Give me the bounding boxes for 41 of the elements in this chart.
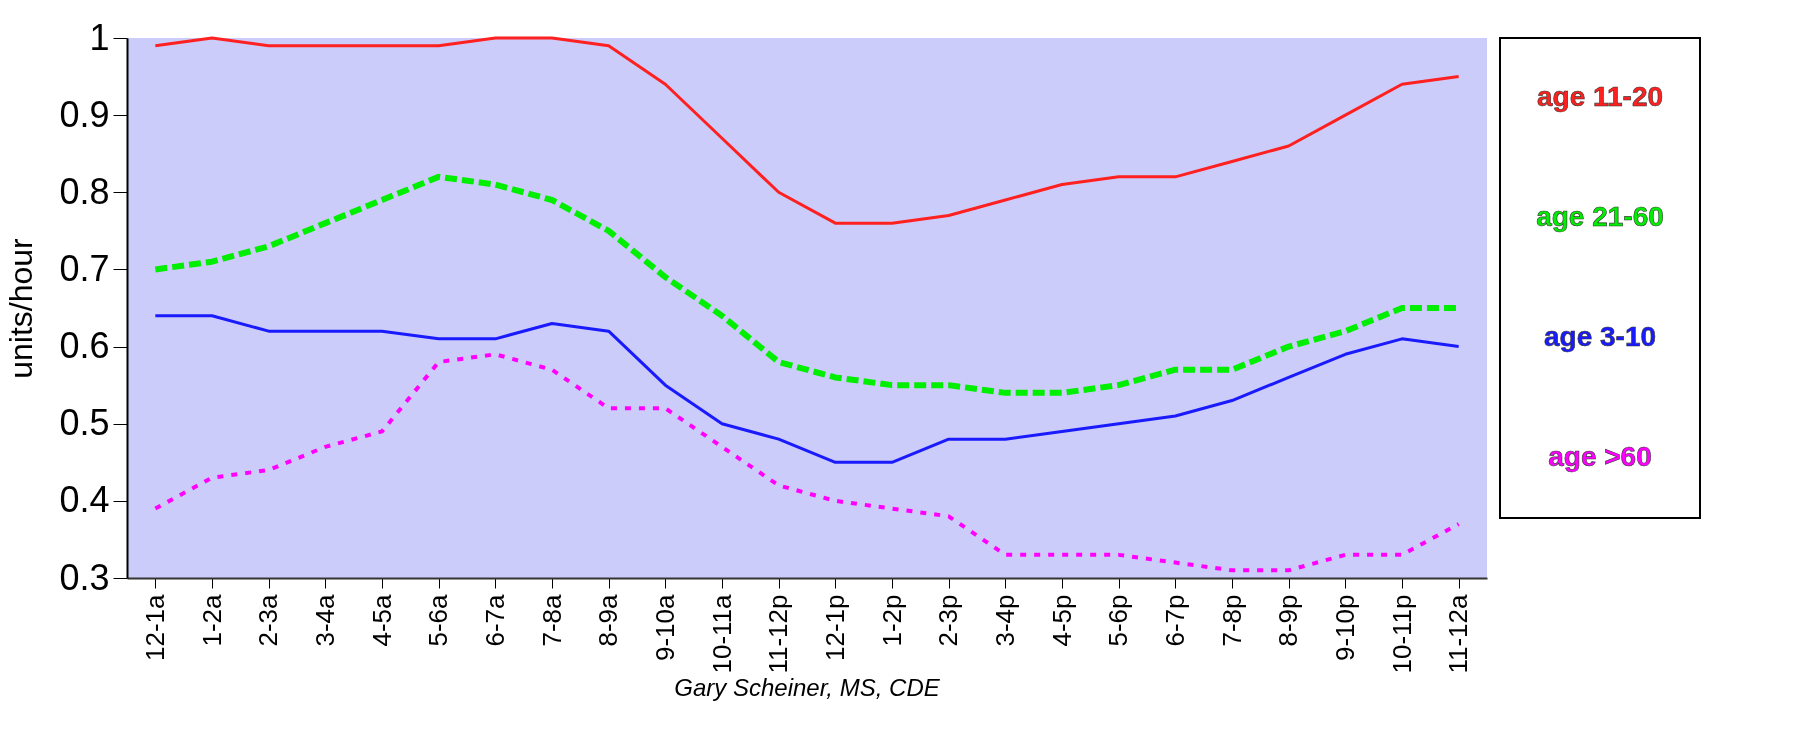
- x-tick-label: 2-3a: [253, 593, 284, 647]
- x-tick-label: 8-9a: [593, 593, 624, 647]
- x-tick-label: 12-1p: [819, 594, 850, 661]
- y-tick-label: 0.3: [59, 556, 110, 598]
- line-series: [153, 36, 1461, 225]
- x-tick-label: 4-5p: [1046, 594, 1077, 647]
- line-series: [153, 352, 1461, 573]
- x-tick-label: 5-6p: [1103, 594, 1134, 647]
- text: age >60: [1548, 441, 1652, 472]
- x-tick-label: 10-11p: [1386, 594, 1417, 674]
- x-tick-label: 7-8p: [1216, 594, 1247, 647]
- text: age 3-10: [1543, 321, 1657, 352]
- x-tick-label: 10-11a: [706, 593, 737, 674]
- y-tick-label: 0.9: [59, 93, 110, 135]
- x-tick-label: 6-7a: [479, 593, 510, 647]
- x-tick-label: 4-5a: [366, 593, 397, 647]
- x-tick-label: 7-8a: [536, 593, 567, 647]
- x-tick-label: 3-4a: [309, 593, 340, 647]
- x-tick-label: 2-3p: [933, 594, 964, 647]
- x-tick-label: 5-6a: [423, 593, 454, 647]
- x-tick-label: 11-12a: [1443, 593, 1474, 674]
- y-tick-label: 1: [89, 16, 110, 58]
- line-series: [153, 314, 1461, 464]
- x-tick-label: 1-2p: [876, 594, 907, 647]
- x-tick-label: 9-10p: [1329, 594, 1360, 661]
- x-tick-label: 8-9p: [1273, 594, 1304, 647]
- y-tick-label: 0.8: [59, 170, 110, 212]
- x-tick-label: 1-2a: [196, 593, 227, 647]
- x-tick-label: 12-1a: [139, 593, 170, 661]
- x-tick-label: 6-7p: [1159, 594, 1190, 647]
- x-tick-label: 9-10a: [649, 593, 680, 661]
- y-tick-label: 0.6: [59, 325, 110, 367]
- y-tick-label: 0.4: [59, 479, 110, 521]
- text: age 11-20: [1536, 81, 1664, 112]
- y-axis-title: units/hour: [3, 237, 40, 379]
- text: age 21-60: [1536, 201, 1664, 232]
- y-tick-label: 0.7: [59, 247, 110, 289]
- x-tick-label: 11-12p: [763, 594, 794, 674]
- y-tick-label: 0.5: [59, 402, 110, 444]
- x-tick-label: 3-4p: [989, 594, 1020, 647]
- text: Gary Scheiner, MS, CDE: [674, 674, 941, 702]
